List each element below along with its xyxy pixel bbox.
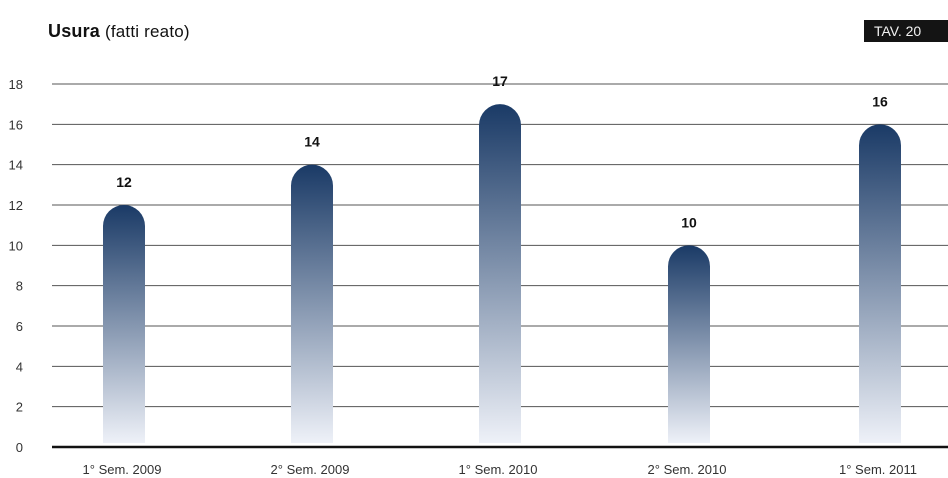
x-axis-labels: 1° Sem. 2009 2° Sem. 2009 1° Sem. 2010 2° S… <box>83 462 917 477</box>
x-tick-label: 2° Sem. 2009 <box>271 462 350 477</box>
y-tick-label: 18 <box>9 77 23 92</box>
chart-title: Usura (fatti reato) <box>48 21 190 42</box>
chart-title-bold: Usura <box>48 21 101 41</box>
bar <box>859 124 901 444</box>
chart-title-rest: (fatti reato) <box>104 22 190 41</box>
data-label: 10 <box>681 214 697 230</box>
table-number-badge: TAV. 20 <box>864 20 948 42</box>
x-tick-label: 1° Sem. 2010 <box>459 462 538 477</box>
bars <box>103 104 901 444</box>
y-tick-label: 14 <box>9 158 23 173</box>
bar <box>103 205 145 443</box>
x-tick-label: 1° Sem. 2009 <box>83 462 162 477</box>
y-tick-label: 0 <box>16 440 23 455</box>
data-label: 12 <box>116 174 132 190</box>
data-labels: 12 14 17 10 16 <box>116 73 888 230</box>
x-tick-label: 2° Sem. 2010 <box>648 462 727 477</box>
y-tick-label: 2 <box>16 400 23 415</box>
y-tick-label: 8 <box>16 279 23 294</box>
y-axis-ticks: 0 2 4 6 8 10 12 14 16 18 <box>9 77 23 455</box>
bar <box>479 104 521 443</box>
data-label: 14 <box>304 134 320 150</box>
y-tick-label: 16 <box>9 117 23 132</box>
y-tick-label: 12 <box>9 198 23 213</box>
data-label: 16 <box>872 93 888 109</box>
data-label: 17 <box>492 73 508 89</box>
bar <box>668 245 710 443</box>
y-tick-label: 10 <box>9 238 23 253</box>
bar <box>291 164 333 443</box>
y-tick-label: 6 <box>16 319 23 334</box>
y-tick-label: 4 <box>16 359 23 374</box>
x-tick-label: 1° Sem. 2011 <box>839 462 917 477</box>
